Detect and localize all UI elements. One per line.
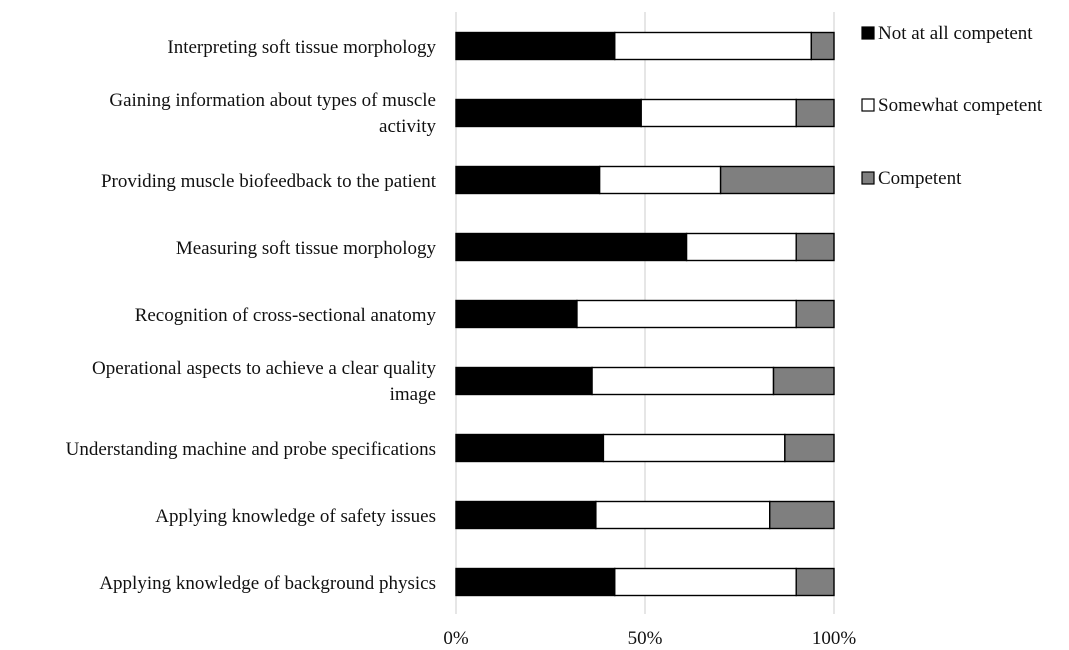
bar-segment-2 <box>614 567 797 597</box>
bar-segment-1 <box>455 165 601 195</box>
bar-segment-2 <box>685 232 797 262</box>
category-label: Recognition of cross-sectional anatomy <box>135 305 437 326</box>
category-label: Applying knowledge of background physics <box>99 573 436 594</box>
category-label: Providing muscle biofeedback to the pati… <box>101 171 437 192</box>
bar-segment-3 <box>769 500 835 530</box>
x-tick-label: 0% <box>443 628 469 649</box>
bar-segment-1 <box>455 567 616 597</box>
category-label: Interpreting soft tissue morphology <box>167 37 436 58</box>
legend-swatch <box>861 26 875 40</box>
bar-segment-3 <box>795 567 835 597</box>
bar-segment-3 <box>810 31 835 61</box>
legend-swatch <box>861 98 875 112</box>
bars <box>455 31 835 597</box>
bar-segment-3 <box>784 433 835 463</box>
legend-label: Somewhat competent <box>878 95 1043 116</box>
x-axis-ticks: 0% 50% 100% <box>443 628 856 649</box>
bar-segment-1 <box>455 98 642 128</box>
bar-segment-3 <box>795 299 835 329</box>
bar-segment-1 <box>455 232 688 262</box>
bar-segment-3 <box>795 232 835 262</box>
category-label: Understanding machine and probe specific… <box>66 439 436 460</box>
category-label: Operational aspects to achieve a clear q… <box>92 358 436 405</box>
bar-segment-1 <box>455 433 605 463</box>
bar-segment-2 <box>602 433 786 463</box>
legend: Not at all competent Somewhat competent Co… <box>861 23 1043 189</box>
bar-segment-1 <box>455 31 616 61</box>
bar-segment-3 <box>772 366 835 396</box>
bar-segment-3 <box>719 165 835 195</box>
legend-label: Not at all competent <box>878 23 1033 44</box>
bar-segment-3 <box>795 98 835 128</box>
bar-segment-2 <box>614 31 813 61</box>
bar-segment-2 <box>595 500 771 530</box>
bar-segment-1 <box>455 500 597 530</box>
bar-segment-1 <box>455 299 578 329</box>
category-labels: Interpreting soft tissue morphology Gaini… <box>66 37 437 594</box>
x-tick-label: 50% <box>628 628 663 649</box>
bar-segment-1 <box>455 366 593 396</box>
legend-swatch <box>861 171 875 185</box>
bar-segment-2 <box>598 165 722 195</box>
category-label: Applying knowledge of safety issues <box>155 506 436 527</box>
bar-segment-2 <box>591 366 775 396</box>
x-tick-label: 100% <box>812 628 857 649</box>
category-label: Measuring soft tissue morphology <box>176 238 437 259</box>
bar-segment-2 <box>640 98 797 128</box>
legend-label: Competent <box>878 168 962 189</box>
category-label: Gaining information about types of muscl… <box>109 90 436 137</box>
bar-segment-2 <box>576 299 797 329</box>
